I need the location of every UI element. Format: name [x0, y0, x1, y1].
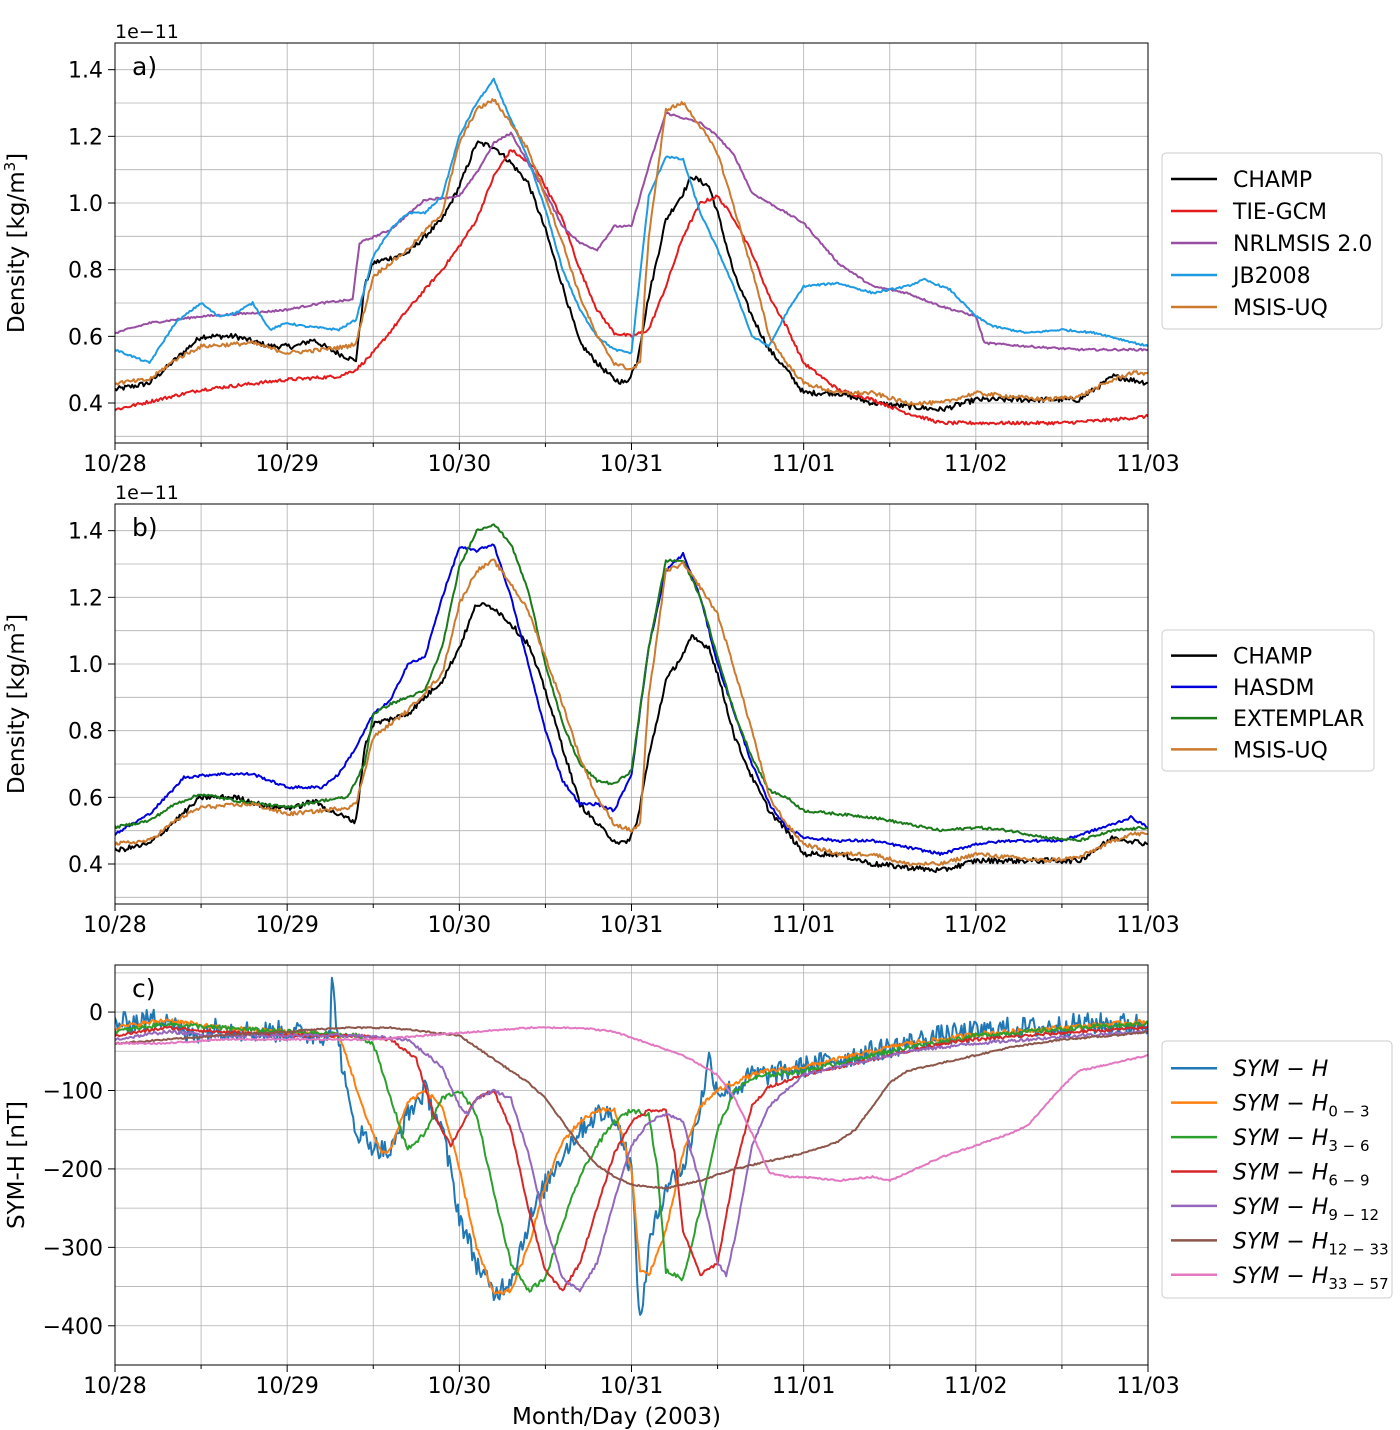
legend-frame: [1161, 629, 1375, 772]
gridlines: [114, 504, 1149, 904]
x-tick-label: 11/02: [944, 1374, 1007, 1399]
x-tick-label: 10/28: [83, 452, 146, 477]
legend-label: SYM − H: [1233, 1057, 1328, 1082]
x-tick-label: 10/29: [255, 1374, 318, 1399]
legend-label: EXTEMPLAR: [1233, 707, 1364, 732]
series-group: [115, 976, 1148, 1316]
panel-label: c): [132, 974, 156, 1003]
y-tick-label: −200: [43, 1158, 103, 1183]
y-tick-label: 1.2: [68, 125, 103, 150]
panel-label: a): [132, 52, 157, 81]
series-line-msis-uq: [115, 558, 1148, 867]
y-tick-label: −400: [43, 1315, 103, 1340]
y-tick-label: 0: [89, 1001, 103, 1026]
y-tick-label: 1.4: [68, 520, 103, 545]
legend-label: SYM − H6 − 9: [1233, 1161, 1370, 1190]
series-line-hasdm: [115, 543, 1148, 856]
x-tick-label: 10/30: [428, 913, 491, 938]
x-tick-label: 11/01: [772, 1374, 835, 1399]
x-tick-label: 10/30: [428, 1374, 491, 1399]
x-tick-label: 11/03: [1116, 913, 1179, 938]
series-group: [115, 77, 1148, 426]
legend-label: SYM − H12 − 33: [1233, 1229, 1389, 1258]
series-line-tie-gcm: [115, 149, 1148, 426]
y-axis-label: SYM-H [nT]: [4, 1101, 30, 1229]
gridlines: [114, 43, 1149, 443]
series-line-sym-h-9-12: [115, 1029, 1148, 1293]
y-tick-label: 0.8: [68, 720, 103, 745]
x-tick-label: 11/02: [944, 913, 1007, 938]
y-tick-label: 1.4: [68, 59, 103, 84]
x-axis-label: Month/Day (2003): [512, 1404, 721, 1430]
x-tick-label: 10/28: [83, 1374, 146, 1399]
series-line-extemplar: [115, 523, 1148, 843]
legend-label: SYM − H9 − 12: [1233, 1195, 1379, 1224]
legend-label: CHAMP: [1233, 645, 1312, 670]
x-tick-label: 10/29: [255, 452, 318, 477]
x-tick-label: 11/03: [1116, 452, 1179, 477]
y-tick-label: −100: [43, 1079, 103, 1104]
legend: CHAMP HASDM EXTEMPLAR MSIS-UQ: [1161, 629, 1375, 772]
y-tick-label: 1.0: [68, 653, 103, 678]
x-tick-label: 10/31: [600, 913, 663, 938]
y-tick-label: 0.4: [68, 392, 103, 417]
series-line-jb2008: [115, 77, 1148, 364]
panel-3: 10/28 10/29 10/30 10/31 11/01 11/02 11/03 0 −100…: [4, 964, 1393, 1430]
x-tick-label: 11/01: [772, 913, 835, 938]
gridlines: [114, 965, 1149, 1366]
series-line-sym-h-33-57: [115, 1026, 1148, 1183]
x-tick-label: 11/01: [772, 452, 835, 477]
y-tick-label: 1.2: [68, 586, 103, 611]
legend-label: SYM − H3 − 6: [1233, 1126, 1370, 1155]
series-group: [115, 523, 1148, 874]
y-axis-label: Density [kg/m3]: [1, 614, 30, 794]
panel-2: 10/28 10/29 10/30 10/31 11/01 11/02 11/03 0.4 0.…: [1, 482, 1375, 938]
legend-label: SYM − H33 − 57: [1233, 1264, 1389, 1293]
panel-label: b): [132, 513, 158, 542]
legend-frame: [1161, 1040, 1393, 1299]
series-line-sym-h-12-33: [115, 1026, 1148, 1190]
y-tick-label: 0.8: [68, 259, 103, 284]
legend-label: SYM − H0 − 3: [1233, 1092, 1370, 1121]
y-tick-label: 0.6: [68, 325, 103, 350]
panel-1: 10/28 10/29 10/30 10/31 11/01 11/02 11/03 0.4 0.…: [1, 21, 1383, 477]
y-tick-label: 0.6: [68, 786, 103, 811]
legend-label: MSIS-UQ: [1233, 296, 1328, 321]
legend: SYM − H SYM − H0 − 3 SYM − H3 − 6 SYM − H6 …: [1161, 1040, 1393, 1299]
legend-label: TIE-GCM: [1232, 200, 1327, 225]
x-tick-label: 11/03: [1116, 1374, 1179, 1399]
legend-label: JB2008: [1231, 264, 1311, 289]
scale-label: 1e−11: [115, 21, 179, 43]
x-tick-label: 10/31: [600, 452, 663, 477]
scale-label: 1e−11: [115, 482, 179, 504]
legend: CHAMP TIE-GCM NRLMSIS 2.0 JB2008 MSIS-UQ: [1161, 152, 1383, 330]
legend-label: HASDM: [1233, 676, 1314, 701]
y-tick-label: 0.4: [68, 853, 103, 878]
x-tick-label: 10/31: [600, 1374, 663, 1399]
y-tick-label: −300: [43, 1236, 103, 1261]
legend-label: MSIS-UQ: [1233, 738, 1328, 763]
series-line-champ: [115, 602, 1148, 874]
series-line-msis-uq: [115, 98, 1148, 406]
x-tick-label: 11/02: [944, 452, 1007, 477]
legend-frame: [1161, 152, 1383, 330]
x-tick-label: 10/28: [83, 913, 146, 938]
series-line-champ: [115, 140, 1148, 412]
x-tick-label: 10/29: [255, 913, 318, 938]
y-axis-label: Density [kg/m3]: [1, 153, 30, 333]
x-tick-label: 10/30: [428, 452, 491, 477]
y-tick-label: 1.0: [68, 192, 103, 217]
legend-label: NRLMSIS 2.0: [1233, 232, 1372, 257]
legend-label: CHAMP: [1233, 168, 1312, 193]
